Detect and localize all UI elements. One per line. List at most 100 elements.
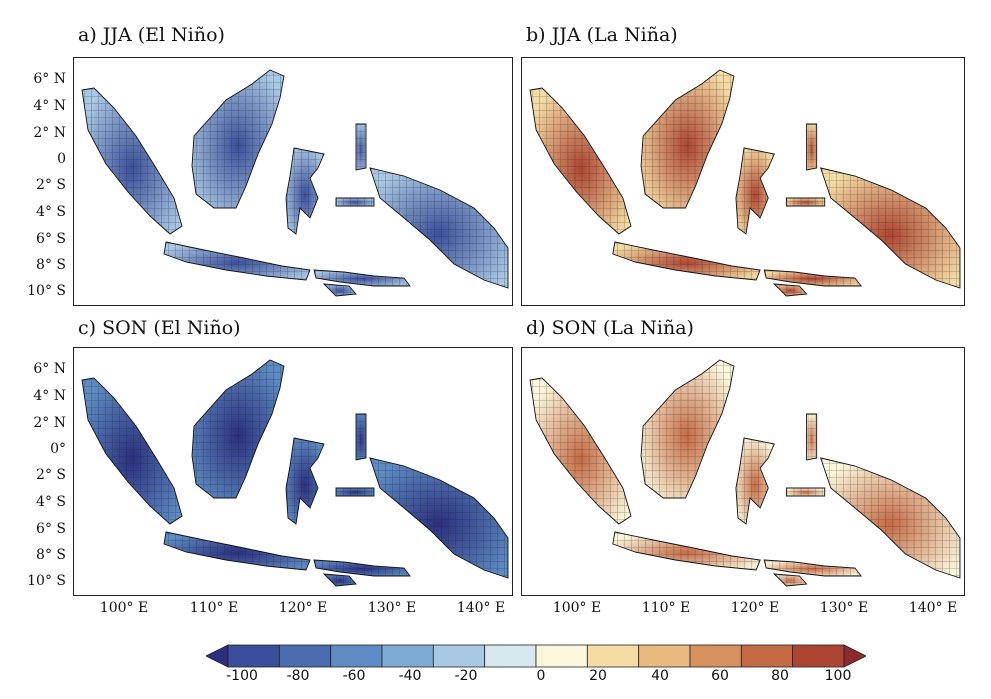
significance-hatch <box>530 378 631 524</box>
colorbar-segment <box>432 644 486 668</box>
significance-hatch <box>806 124 817 170</box>
x-label: 120° E <box>278 600 328 616</box>
colorbar-label: 20 <box>589 668 607 684</box>
significance-hatch <box>370 168 508 288</box>
y-label: 8° S <box>36 257 66 273</box>
colorbar-label: -100 <box>226 668 258 684</box>
significance-hatch <box>735 438 775 524</box>
map-svg-b <box>529 69 961 297</box>
significance-hatch <box>314 560 410 576</box>
colorbar-label: 80 <box>771 668 789 684</box>
colorbar-segment <box>484 644 537 668</box>
significance-hatch <box>82 378 182 524</box>
y-label: 4° S <box>36 494 66 510</box>
significance-hatch <box>764 560 862 576</box>
significance-hatch <box>774 284 807 296</box>
colorbar-label: 40 <box>651 668 669 684</box>
colorbar-segment <box>535 644 588 668</box>
y-label: 2° N <box>33 125 66 141</box>
map-panel-d <box>521 347 965 596</box>
x-label: 140° E <box>456 600 506 616</box>
significance-hatch <box>324 574 356 586</box>
significance-hatch <box>774 574 807 586</box>
significance-hatch <box>641 70 734 208</box>
colorbar-segment <box>638 644 691 668</box>
panel-title-d: d) SON (La Niña) <box>526 317 694 339</box>
significance-hatch <box>786 488 825 496</box>
colorbar-label: 60 <box>711 668 729 684</box>
colorbar <box>206 644 866 668</box>
x-label: 120° E <box>730 600 780 616</box>
significance-hatch <box>641 360 734 498</box>
y-label: 4° S <box>36 204 66 220</box>
y-label: 6° N <box>33 71 66 87</box>
map-panel-a <box>73 57 513 306</box>
colorbar-segment <box>227 644 280 668</box>
colorbar-label: 0 <box>536 668 546 684</box>
map-svg-d <box>529 359 961 587</box>
significance-hatch <box>820 168 960 288</box>
colorbar-segment <box>792 644 845 668</box>
map-panel-b <box>521 57 965 306</box>
significance-hatch <box>764 270 862 286</box>
map-svg-c <box>81 359 509 587</box>
map-svg-a <box>81 69 509 297</box>
y-label: 2° S <box>36 177 66 193</box>
significance-hatch <box>192 70 284 208</box>
y-label: 8° S <box>36 547 66 563</box>
y-label: 2° S <box>36 467 66 483</box>
significance-hatch <box>612 532 761 570</box>
y-label: 10° S <box>27 573 66 589</box>
y-label: 6° S <box>36 521 66 537</box>
colorbar-arrow-right <box>843 644 866 668</box>
significance-hatch <box>192 360 284 498</box>
significance-hatch <box>314 270 410 286</box>
significance-hatch <box>820 458 960 578</box>
significance-hatch <box>286 438 324 524</box>
x-label: 110° E <box>189 600 239 616</box>
significance-hatch <box>164 532 310 570</box>
panel-title-b: b) JJA (La Niña) <box>526 24 678 46</box>
significance-hatch <box>324 284 356 296</box>
y-label: 6° S <box>36 231 66 247</box>
y-label: 0 <box>57 151 66 167</box>
significance-hatch <box>370 458 508 578</box>
x-label: 100° E <box>552 600 602 616</box>
x-label: 100° E <box>99 600 149 616</box>
panel-title-c: c) SON (El Niño) <box>78 317 241 339</box>
significance-hatch <box>286 148 324 234</box>
x-label: 130° E <box>367 600 417 616</box>
colorbar-segment <box>586 644 640 668</box>
x-label: 130° E <box>819 600 869 616</box>
significance-hatch <box>356 414 366 460</box>
y-label: 10° S <box>27 283 66 299</box>
significance-hatch <box>612 242 761 280</box>
colorbar-segment <box>689 644 742 668</box>
colorbar-segment <box>278 644 332 668</box>
colorbar-label: -20 <box>454 668 478 684</box>
colorbar-label: -60 <box>342 668 366 684</box>
significance-hatch <box>530 88 631 234</box>
significance-hatch <box>806 414 817 460</box>
map-panel-c <box>73 347 513 596</box>
y-label: 0° <box>50 441 66 457</box>
colorbar-segment <box>381 644 434 668</box>
colorbar-label: 100 <box>824 668 852 684</box>
panel-title-a: a) JJA (El Niño) <box>78 24 225 46</box>
significance-hatch <box>336 198 374 206</box>
y-label: 4° N <box>33 98 66 114</box>
significance-hatch <box>735 148 775 234</box>
significance-hatch <box>356 124 366 170</box>
colorbar-arrow-left <box>206 644 229 668</box>
significance-hatch <box>164 242 310 280</box>
colorbar-segment <box>740 644 794 668</box>
x-label: 140° E <box>908 600 958 616</box>
significance-hatch <box>786 198 825 206</box>
x-label: 110° E <box>641 600 691 616</box>
y-label: 6° N <box>33 361 66 377</box>
colorbar-label: -80 <box>286 668 310 684</box>
colorbar-label: -40 <box>398 668 422 684</box>
y-label: 2° N <box>33 415 66 431</box>
y-label: 4° N <box>33 388 66 404</box>
significance-hatch <box>336 488 374 496</box>
